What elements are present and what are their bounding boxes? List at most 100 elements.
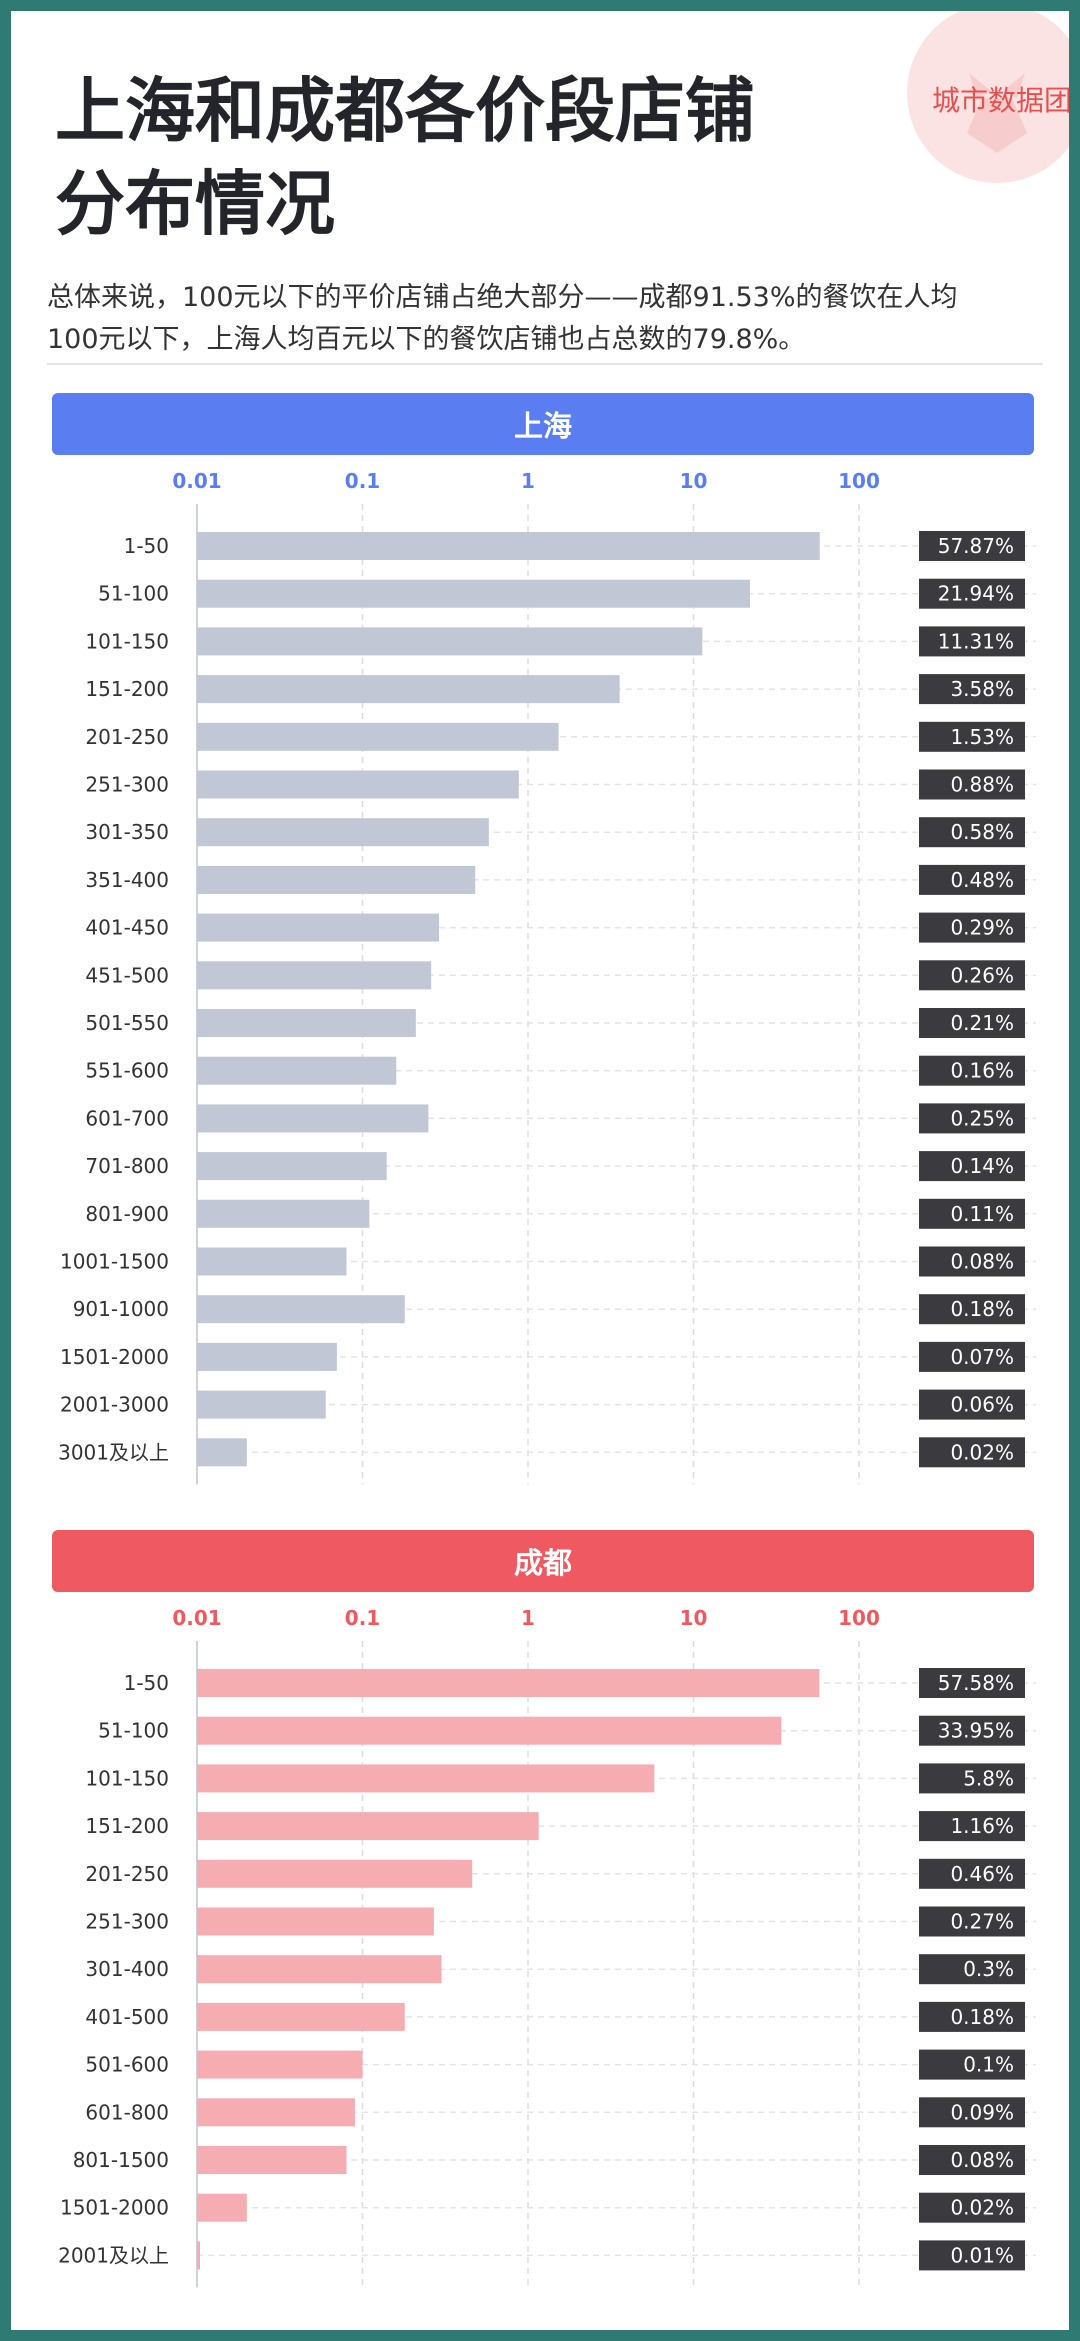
chengdu-bar <box>197 1812 539 1841</box>
chengdu-value-label: 57.58% <box>938 1671 1014 1695</box>
shanghai-bar <box>197 1438 247 1467</box>
chengdu-value-label: 5.8% <box>963 1766 1014 1790</box>
chengdu-value-label-box <box>919 1763 1025 1794</box>
shanghai-value-label: 3.58% <box>950 677 1014 701</box>
shanghai-category-label: 801-900 <box>85 1202 169 1226</box>
chengdu-value-label: 0.18% <box>950 2005 1014 2029</box>
shanghai-bar <box>197 770 519 799</box>
shanghai-value-label-box <box>919 626 1025 657</box>
chengdu-tick-label: 1 <box>521 1606 535 1630</box>
title-line-2: 分布情况 <box>55 163 335 245</box>
chengdu-value-label-box <box>919 1715 1025 1746</box>
chengdu-value-label-box <box>919 2001 1025 2032</box>
chengdu-value-label: 0.08% <box>950 2148 1014 2172</box>
shanghai-category-label: 601-700 <box>85 1106 169 1130</box>
chengdu-section-header: 成都 <box>52 1530 1034 1592</box>
shanghai-value-label: 0.88% <box>950 773 1014 797</box>
shanghai-value-label-box <box>919 1437 1025 1468</box>
shanghai-value-label: 0.26% <box>950 963 1014 987</box>
shanghai-tick-label: 1 <box>521 469 535 493</box>
shanghai-value-label-box <box>919 1294 1025 1325</box>
shanghai-value-label-box <box>919 531 1025 561</box>
chengdu-bar <box>197 2098 355 2127</box>
shanghai-bar <box>197 1152 387 1181</box>
shanghai-bar-chart: 0.01 0.1 1 10 100 1-50 57.87% 51-100 21.94% 101-1… <box>58 469 1036 1485</box>
shanghai-tick-label: 100 <box>838 469 880 493</box>
chengdu-tick-label: 10 <box>680 1606 708 1630</box>
shanghai-category-label: 901-1000 <box>73 1297 169 1321</box>
page-title: 上海和成都各价段店铺 分布情况 <box>55 65 855 251</box>
shanghai-category-label: 151-200 <box>85 677 169 701</box>
shanghai-value-label: 0.08% <box>950 1250 1014 1274</box>
chengdu-value-label: 0.01% <box>950 2243 1014 2267</box>
chengdu-category-label: 401-500 <box>85 2005 169 2029</box>
chengdu-value-label: 0.3% <box>963 1957 1014 1981</box>
chengdu-category-label: 101-150 <box>85 1766 169 1790</box>
shanghai-value-label: 57.87% <box>938 534 1014 558</box>
shanghai-category-label: 251-300 <box>85 773 169 797</box>
shanghai-bar <box>197 865 476 894</box>
shanghai-value-label: 11.31% <box>938 629 1014 653</box>
chengdu-bar <box>197 2050 363 2079</box>
shanghai-bar <box>197 1009 416 1037</box>
shanghai-value-label-box <box>919 1103 1025 1134</box>
title-line-1: 上海和成都各价段店铺 <box>55 70 755 152</box>
shanghai-category-label: 301-350 <box>85 820 169 844</box>
shanghai-value-label: 21.94% <box>938 582 1014 606</box>
shanghai-value-label: 0.58% <box>950 820 1014 844</box>
shanghai-value-label: 0.07% <box>950 1345 1014 1369</box>
chengdu-bar-chart: 0.01 0.1 1 10 100 1-50 57.58% 51-100 33.95% 101-1… <box>58 1606 1036 2288</box>
shanghai-value-label-box <box>919 864 1025 895</box>
shanghai-category-label: 701-800 <box>85 1154 169 1178</box>
shanghai-bar <box>197 961 432 990</box>
shanghai-bar <box>197 1104 429 1133</box>
logo-text: 城市数据团 <box>931 84 1069 117</box>
chengdu-category-label: 251-300 <box>85 1910 169 1934</box>
chengdu-value-label-box <box>919 1858 1025 1889</box>
chengdu-bar <box>197 1955 442 1984</box>
shanghai-value-label: 0.21% <box>950 1011 1014 1035</box>
chengdu-bar <box>197 1764 655 1793</box>
shanghai-bar <box>197 913 440 942</box>
shanghai-value-label-box <box>919 912 1025 943</box>
shanghai-value-label-box <box>919 674 1025 705</box>
shanghai-bar <box>197 1056 397 1085</box>
shanghai-value-label-box <box>919 1389 1025 1420</box>
chengdu-value-label-box <box>919 1906 1025 1937</box>
shanghai-category-label: 351-400 <box>85 868 169 892</box>
chengdu-value-label: 0.02% <box>950 2196 1014 2220</box>
chengdu-value-label: 0.46% <box>950 1862 1014 1886</box>
chengdu-category-label: 501-600 <box>85 2053 169 2077</box>
chengdu-bar <box>197 2241 200 2270</box>
shanghai-tick-label: 0.01 <box>172 469 221 493</box>
shanghai-value-label-box <box>919 769 1025 800</box>
chengdu-value-label: 0.1% <box>963 2053 1014 2077</box>
shanghai-value-label-box <box>919 817 1025 848</box>
chengdu-bar <box>197 2193 247 2222</box>
infographic-card: 城市数据团 上海和成都各价段店铺 分布情况 总体来说，100元以下的平价店铺占绝… <box>11 11 1069 2330</box>
shanghai-category-label: 101-150 <box>85 629 169 653</box>
shanghai-value-label-box <box>919 960 1025 991</box>
chengdu-category-label: 601-800 <box>85 2100 169 2124</box>
logo-badge-icon <box>907 11 1069 183</box>
chengdu-value-label-box <box>919 1954 1025 1985</box>
description-line-2: 100元以下，上海人均百元以下的餐饮店铺也占总数的79.8%。 <box>47 324 806 355</box>
shanghai-value-label-box <box>919 1198 1025 1229</box>
chengdu-bar <box>197 1907 434 1936</box>
shanghai-value-label-box <box>919 1008 1025 1038</box>
chengdu-value-label-box <box>919 2097 1025 2128</box>
shanghai-bar <box>197 532 820 560</box>
chengdu-category-label: 51-100 <box>98 1719 169 1743</box>
shanghai-value-label-box <box>919 721 1025 752</box>
shanghai-bar <box>197 722 559 751</box>
chengdu-category-label: 1-50 <box>124 1671 169 1695</box>
shanghai-category-label: 501-550 <box>85 1011 169 1035</box>
chengdu-value-label: 0.09% <box>950 2100 1014 2124</box>
shanghai-value-label: 1.53% <box>950 725 1014 749</box>
chengdu-value-label-box <box>919 2049 1025 2080</box>
shanghai-category-label: 401-450 <box>85 916 169 940</box>
chengdu-value-label-box <box>919 2145 1025 2175</box>
shanghai-bar <box>197 627 703 656</box>
shanghai-value-label-box <box>919 1055 1025 1086</box>
chengdu-category-label: 301-400 <box>85 1957 169 1981</box>
